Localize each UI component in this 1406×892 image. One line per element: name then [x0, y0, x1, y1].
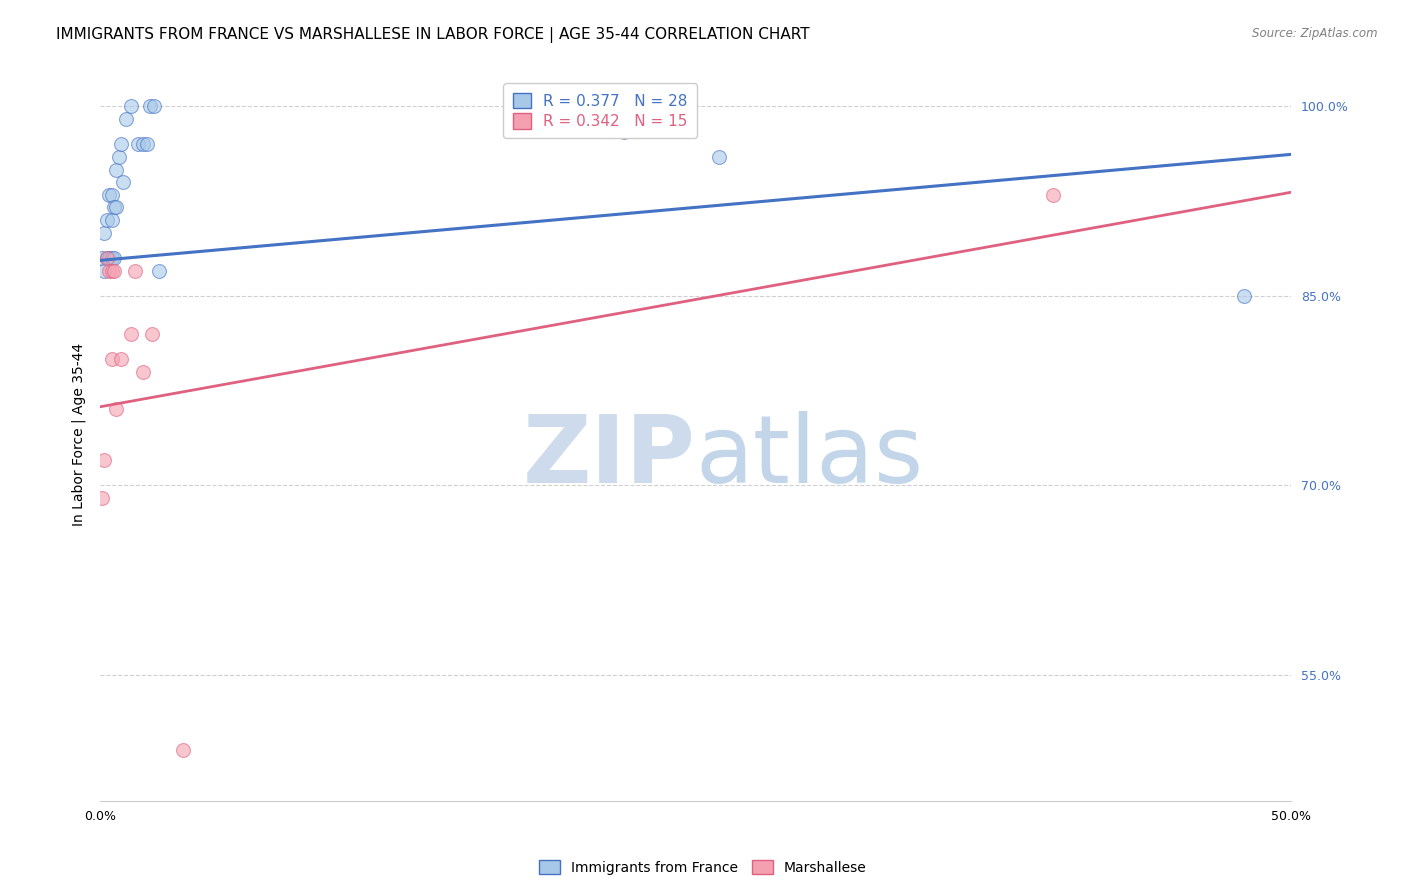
Text: atlas: atlas — [696, 410, 924, 502]
Point — [100, 187, 122, 202]
Point — [141, 326, 163, 341]
Point — [105, 402, 128, 417]
Point — [96, 251, 118, 265]
Point — [105, 201, 128, 215]
Point — [93, 263, 115, 277]
Point — [124, 263, 146, 277]
Point — [112, 175, 135, 189]
Point — [1042, 187, 1064, 202]
Point — [115, 112, 138, 126]
Point — [98, 251, 121, 265]
Text: IMMIGRANTS FROM FRANCE VS MARSHALLESE IN LABOR FORCE | AGE 35-44 CORRELATION CHA: IMMIGRANTS FROM FRANCE VS MARSHALLESE IN… — [56, 27, 810, 43]
Point — [105, 162, 128, 177]
Point — [100, 351, 122, 366]
Point — [110, 137, 132, 152]
Point — [120, 326, 142, 341]
Y-axis label: In Labor Force | Age 35-44: In Labor Force | Age 35-44 — [72, 343, 86, 526]
Point — [1232, 289, 1254, 303]
Point — [93, 226, 115, 240]
Point — [172, 743, 194, 757]
Point — [143, 99, 166, 113]
Text: Source: ZipAtlas.com: Source: ZipAtlas.com — [1253, 27, 1378, 40]
Point — [107, 150, 129, 164]
Point — [131, 364, 153, 378]
Point — [91, 491, 114, 505]
Point — [100, 251, 122, 265]
Point — [100, 263, 122, 277]
Point — [103, 263, 125, 277]
Point — [98, 263, 121, 277]
Point — [103, 251, 125, 265]
Point — [91, 251, 114, 265]
Point — [613, 125, 636, 139]
Point — [98, 187, 121, 202]
Point — [100, 213, 122, 227]
Legend: Immigrants from France, Marshallese: Immigrants from France, Marshallese — [534, 855, 872, 880]
Point — [103, 201, 125, 215]
Point — [127, 137, 149, 152]
Point — [148, 263, 170, 277]
Point — [93, 453, 115, 467]
Point — [120, 99, 142, 113]
Legend: R = 0.377   N = 28, R = 0.342   N = 15: R = 0.377 N = 28, R = 0.342 N = 15 — [503, 84, 697, 138]
Point — [136, 137, 159, 152]
Point — [96, 251, 118, 265]
Point — [131, 137, 153, 152]
Point — [96, 213, 118, 227]
Point — [138, 99, 160, 113]
Point — [709, 150, 731, 164]
Point — [110, 351, 132, 366]
Text: ZIP: ZIP — [523, 410, 696, 502]
